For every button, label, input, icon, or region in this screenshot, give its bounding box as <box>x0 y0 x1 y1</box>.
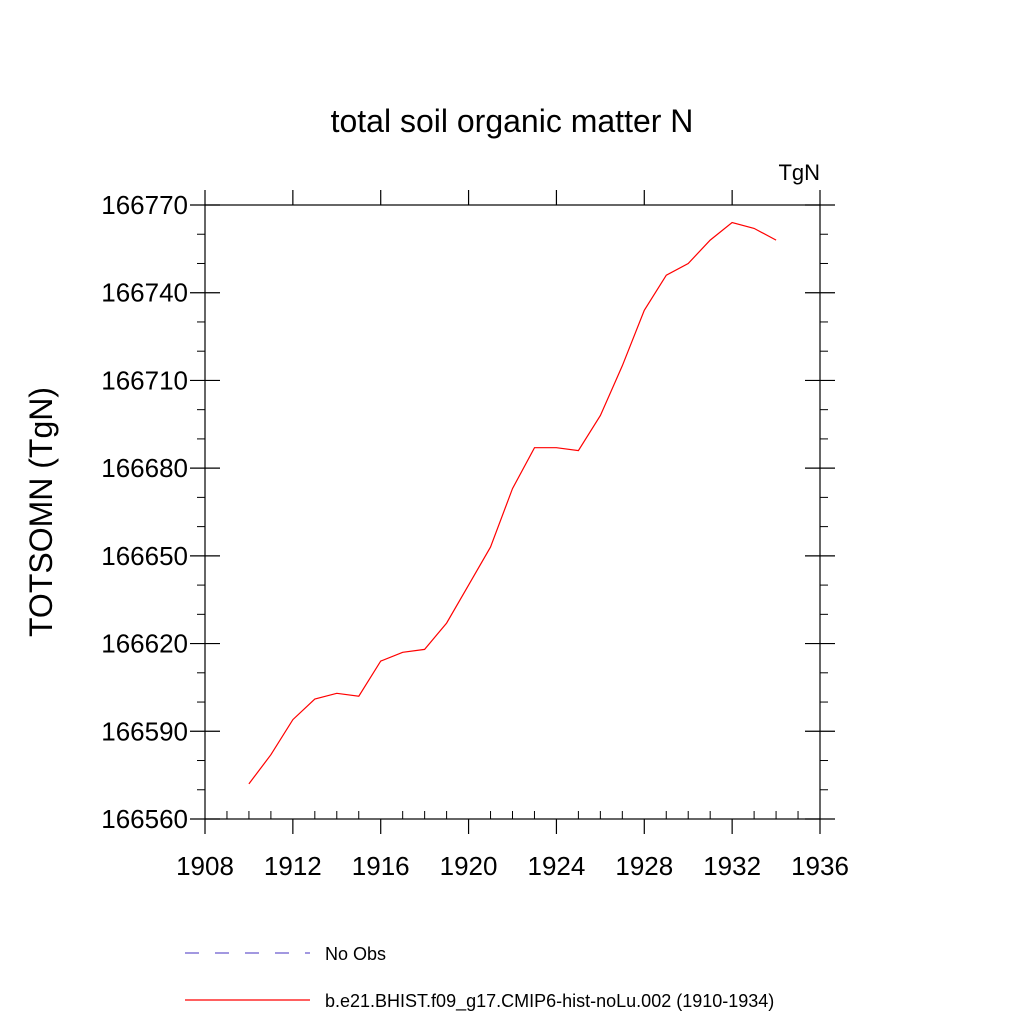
y-axis-label: TOTSOMN (TgN) <box>23 387 59 637</box>
axis-ticks <box>190 190 835 834</box>
units-label: TgN <box>778 160 820 185</box>
tick-labels: 1908 1912 1916 1920 1924 1928 1932 1936 166560 16… <box>101 190 849 881</box>
x-tick-label: 1908 <box>176 851 234 881</box>
x-tick-label: 1912 <box>264 851 322 881</box>
series-layer <box>248 221 777 785</box>
y-tick-label: 166620 <box>101 629 188 659</box>
x-tick-label: 1928 <box>615 851 673 881</box>
x-tick-label: 1916 <box>352 851 410 881</box>
legend-label: b.e21.BHIST.f09_g17.CMIP6-hist-noLu.002 … <box>325 991 774 1012</box>
chart-title: total soil organic matter N <box>331 103 694 139</box>
y-tick-label: 166590 <box>101 716 188 746</box>
y-tick-label: 166740 <box>101 278 188 308</box>
y-tick-label: 166710 <box>101 365 188 395</box>
x-tick-label: 1920 <box>440 851 498 881</box>
series-line <box>248 221 777 785</box>
legend-label: No Obs <box>325 944 386 964</box>
y-tick-label: 166680 <box>101 453 188 483</box>
legend: No Obs b.e21.BHIST.f09_g17.CMIP6-hist-noL… <box>185 944 774 1012</box>
plot-frame <box>204 204 821 820</box>
x-tick-label: 1936 <box>791 851 849 881</box>
y-tick-label: 166560 <box>101 804 188 834</box>
y-tick-label: 166650 <box>101 541 188 571</box>
plot-border <box>204 204 821 820</box>
x-tick-label: 1932 <box>703 851 761 881</box>
y-tick-label: 166770 <box>101 190 188 220</box>
x-tick-label: 1924 <box>528 851 586 881</box>
